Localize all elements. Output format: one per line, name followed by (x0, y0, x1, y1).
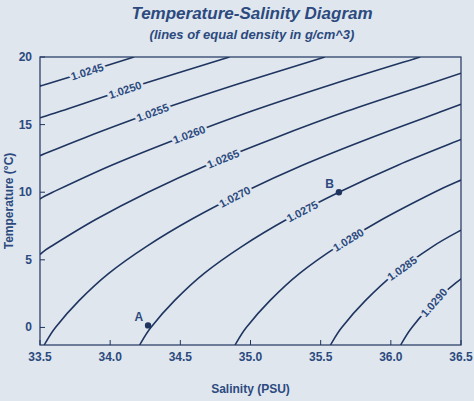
x-tick-label: 36.5 (449, 350, 473, 364)
x-axis-label: Salinity (PSU) (211, 382, 290, 396)
density-label: 1.0270 (217, 184, 252, 210)
point-marker (336, 189, 342, 195)
density-label: 1.0245 (69, 61, 105, 82)
x-tick-label: 34.0 (98, 350, 122, 364)
y-axis-label: Temperature (°C) (2, 153, 16, 250)
density-line (401, 279, 461, 345)
y-tick-label: 5 (25, 253, 32, 267)
y-tick (40, 192, 45, 193)
x-tick-label: 35.0 (239, 350, 263, 364)
x-tick (320, 340, 321, 345)
density-line (40, 57, 325, 156)
density-label: 1.0285 (385, 254, 419, 283)
density-line (40, 57, 134, 86)
x-tick (250, 340, 251, 345)
subtitle: (lines of equal density in g/cm^3) (150, 27, 355, 42)
x-tick (390, 340, 391, 345)
title: Temperature-Salinity Diagram (131, 4, 372, 23)
density-label: 1.0250 (107, 79, 143, 101)
density-line (140, 139, 461, 345)
density-label: 1.0255 (135, 101, 171, 124)
x-tick-label: 36.0 (379, 350, 403, 364)
plot-area (40, 57, 461, 345)
density-label: 1.0280 (331, 226, 366, 254)
density-line (40, 57, 420, 199)
x-tick-label: 33.5 (28, 350, 52, 364)
y-tick-label: 20 (19, 50, 33, 64)
density-line (235, 180, 461, 345)
density-label: 1.0265 (205, 147, 241, 171)
density-line (40, 57, 229, 118)
background (0, 0, 474, 401)
x-tick-label: 35.5 (309, 350, 333, 364)
y-tick (40, 124, 45, 125)
chart: Temperature-Salinity Diagram (lines of eq… (0, 0, 474, 401)
point-label: B (325, 177, 334, 191)
x-tick (180, 340, 181, 345)
y-tick-label: 15 (19, 118, 33, 132)
density-label: 1.0260 (171, 123, 207, 146)
y-tick-label: 0 (25, 320, 32, 334)
y-tick-label: 10 (19, 185, 33, 199)
x-tick (110, 340, 111, 345)
y-tick (40, 327, 45, 328)
density-label: 1.0275 (285, 198, 320, 224)
density-label: 1.0290 (418, 286, 449, 319)
y-tick (40, 259, 45, 260)
density-line (44, 104, 461, 345)
x-tick-label: 34.5 (169, 350, 193, 364)
point-label: A (134, 310, 143, 324)
density-line (330, 230, 461, 345)
density-line (40, 73, 461, 254)
plot-frame (40, 57, 461, 345)
point-marker (145, 322, 151, 328)
